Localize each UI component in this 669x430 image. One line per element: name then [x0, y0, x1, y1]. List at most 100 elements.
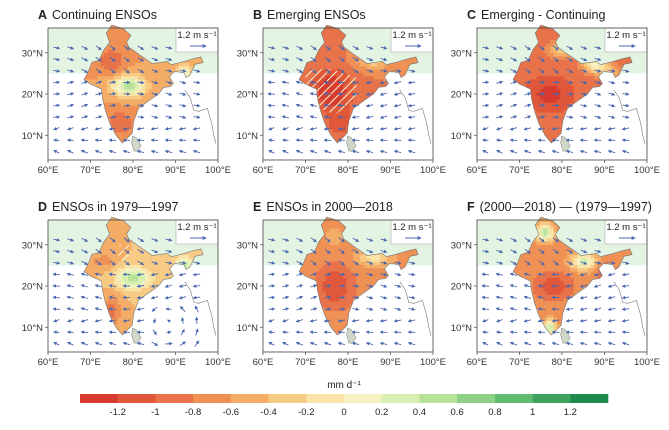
y-tick-label: 30°N [451, 48, 472, 59]
y-tick-label: 10°N [22, 131, 43, 142]
panel-title-text: (2000—2018) — (1979—1997) [480, 200, 652, 214]
colorbar-tick-label: -1.2 [110, 407, 126, 418]
panel-e: E ENSOs in 2000—2018 1.2 m s⁻¹ 60°E 70°E 80°E… [237, 200, 446, 368]
x-tick-label: 60°E [467, 357, 488, 368]
y-tick-label: 10°N [451, 323, 472, 334]
x-tick-label: 100°E [420, 357, 446, 368]
y-tick-label: 10°N [237, 323, 258, 334]
colorbar-segment [570, 394, 609, 403]
reference-vector: 1.2 m s⁻¹ [604, 27, 648, 53]
colorbar-tick-label: -0.2 [298, 407, 314, 418]
colorbar-segment [117, 394, 156, 403]
colorbar-tick-label: -0.6 [223, 407, 239, 418]
colorbar-tick-label: 0.6 [450, 407, 463, 418]
panel-d: D ENSOs in 1979—1997 1.2 m s⁻¹ 60°E 70°E 80°E… [22, 200, 231, 368]
y-tick-label: 30°N [451, 240, 472, 251]
wind-vectors [52, 237, 201, 347]
colorbar-tick-label: -0.4 [260, 407, 276, 418]
colorbar-tick-label: -0.8 [185, 407, 201, 418]
significance-hatch [116, 244, 133, 262]
x-tick-label: 70°E [80, 165, 101, 176]
colorbar-segment [532, 394, 571, 403]
colorbar-segment [419, 394, 458, 403]
colorbar-segment [344, 394, 382, 403]
panel-a: A Continuing ENSOs 1.2 m s⁻¹ 60°E 70°E 80°E 90… [22, 8, 231, 176]
x-tick-label: 70°E [509, 165, 530, 176]
x-tick-label: 90°E [594, 165, 615, 176]
colorbar-tick-label: 0.8 [488, 407, 501, 418]
x-tick-label: 100°E [205, 357, 231, 368]
x-tick-label: 80°E [338, 165, 359, 176]
y-tick-label: 20°N [22, 90, 43, 101]
panel-title-text: Emerging ENSOs [267, 8, 366, 22]
reference-vector-label: 1.2 m s⁻¹ [606, 30, 645, 41]
coastline-east [613, 89, 646, 144]
panel-letter: A [38, 8, 47, 22]
colorbar-segment [457, 394, 496, 403]
y-tick-label: 20°N [22, 282, 43, 293]
panel-letter: B [253, 8, 262, 22]
y-tick-label: 20°N [237, 90, 258, 101]
panel-title: B Emerging ENSOs [253, 8, 366, 22]
x-tick-label: 100°E [205, 165, 231, 176]
coastline-east [613, 281, 646, 336]
panel-title-text: Continuing ENSOs [52, 8, 157, 22]
x-tick-label: 80°E [552, 165, 573, 176]
panel-title: D ENSOs in 1979—1997 [38, 200, 179, 214]
panel-letter: F [467, 200, 475, 214]
colorbar-tick-label: 1.2 [564, 407, 577, 418]
colorbar-tick-label: -1 [151, 407, 159, 418]
y-tick-label: 10°N [451, 131, 472, 142]
reference-vector-label: 1.2 m s⁻¹ [177, 30, 216, 41]
coastline-east [399, 281, 432, 336]
x-tick-label: 60°E [253, 357, 274, 368]
reference-vector-label: 1.2 m s⁻¹ [177, 222, 216, 233]
reference-vector: 1.2 m s⁻¹ [175, 219, 219, 245]
panel-title-text: Emerging - Continuing [481, 8, 605, 22]
x-tick-label: 90°E [165, 165, 186, 176]
x-tick-label: 100°E [634, 165, 660, 176]
reference-vector: 1.2 m s⁻¹ [390, 27, 434, 53]
wind-vectors [481, 237, 630, 346]
colorbar-segment [230, 394, 269, 403]
reference-vector-label: 1.2 m s⁻¹ [392, 222, 431, 233]
colorbar-unit-label: mm d⁻¹ [327, 380, 361, 391]
y-tick-label: 10°N [22, 323, 43, 334]
panel-letter: D [38, 200, 47, 214]
y-tick-label: 20°N [451, 282, 472, 293]
coastline [512, 216, 633, 336]
colorbar: mm d⁻¹ -1.2 -1 -0.8 -0.6 -0.4 -0.2 0 0.2 0.4 0.6 0.… [80, 380, 609, 418]
x-tick-label: 90°E [165, 357, 186, 368]
panel-title: C Emerging - Continuing [467, 8, 605, 22]
wind-vectors [268, 237, 416, 346]
x-tick-label: 80°E [552, 357, 573, 368]
colorbar-segment [155, 394, 194, 403]
y-tick-label: 10°N [237, 131, 258, 142]
coastline [83, 24, 204, 144]
x-tick-label: 60°E [467, 165, 488, 176]
colorbar-segment [381, 394, 420, 403]
coastline [512, 24, 633, 144]
panel-letter: C [467, 8, 476, 22]
reference-vector: 1.2 m s⁻¹ [390, 219, 434, 245]
y-tick-label: 20°N [451, 90, 472, 101]
wind-vectors [53, 45, 201, 154]
x-tick-label: 60°E [38, 165, 59, 176]
x-tick-label: 80°E [123, 165, 144, 176]
colorbar-segment [268, 394, 307, 403]
coastline-east [399, 89, 432, 144]
coastline [83, 216, 204, 336]
reference-vector-label: 1.2 m s⁻¹ [606, 222, 645, 233]
wind-vectors [482, 45, 630, 154]
x-tick-label: 80°E [338, 357, 359, 368]
colorbar-tick-label: 1 [530, 407, 535, 418]
x-tick-label: 70°E [80, 357, 101, 368]
panel-letter: E [253, 200, 261, 214]
reference-vector-label: 1.2 m s⁻¹ [392, 30, 431, 41]
coastline [298, 24, 419, 144]
x-tick-label: 70°E [295, 165, 316, 176]
panel-title: F (2000—2018) — (1979—1997) [467, 200, 652, 214]
x-tick-label: 90°E [380, 357, 401, 368]
colorbar-segment [306, 394, 345, 403]
